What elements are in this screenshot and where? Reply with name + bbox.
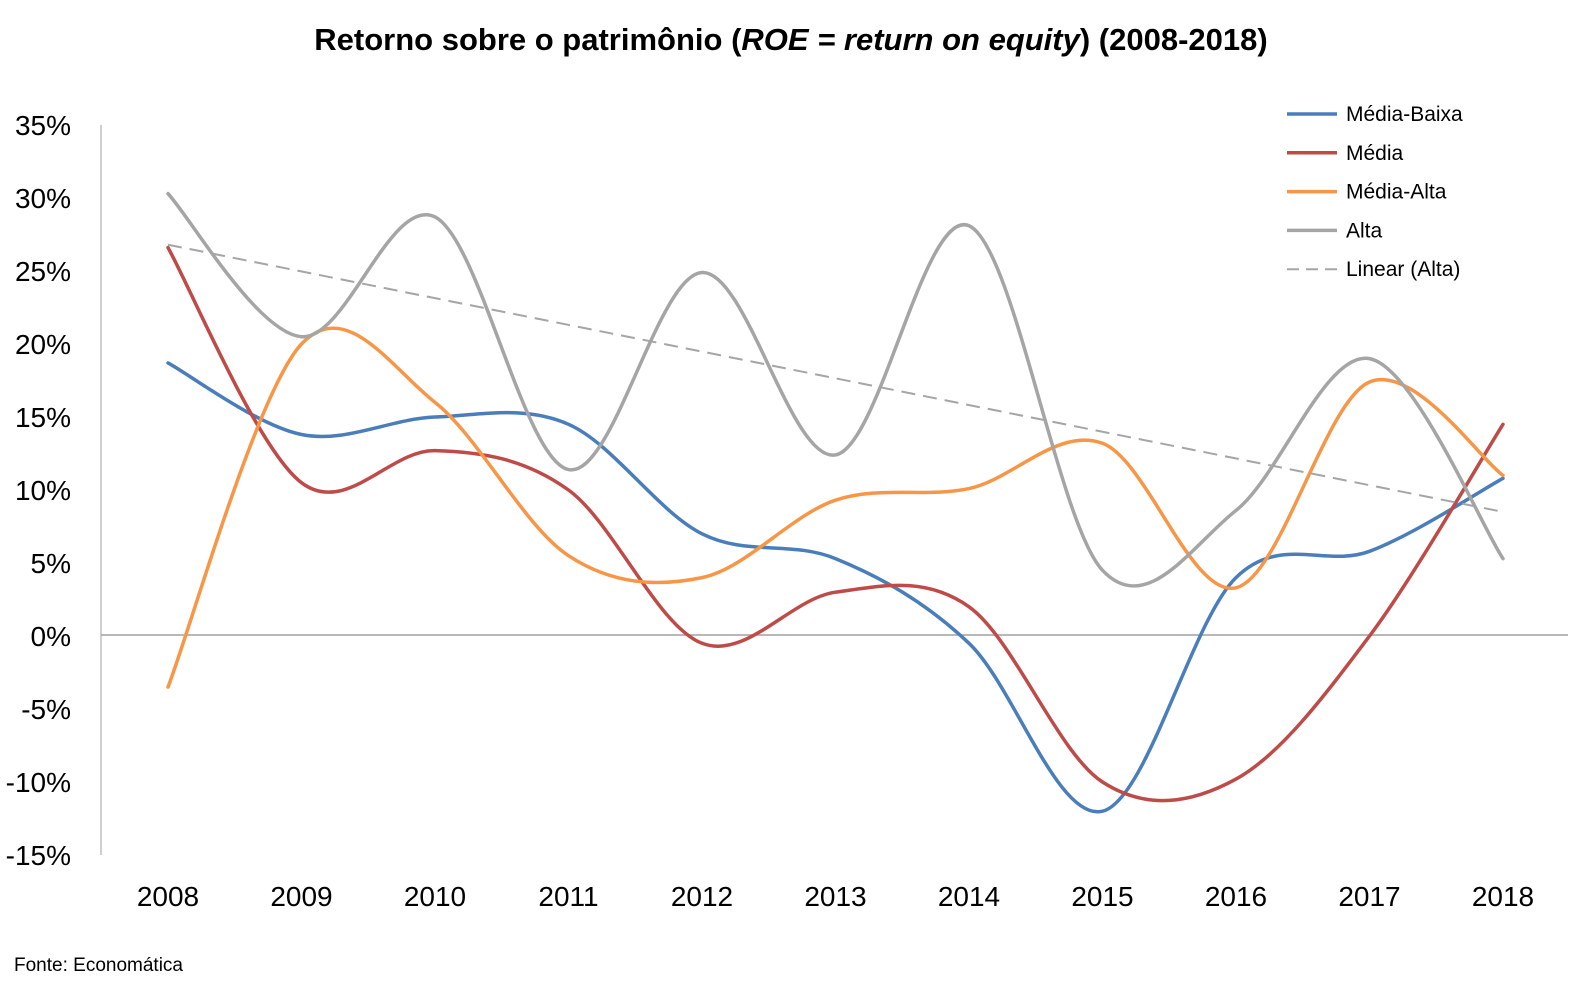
x-tick-label: 2015	[1071, 881, 1133, 912]
x-tick-label: 2011	[538, 881, 598, 912]
legend-label: Linear (Alta)	[1346, 258, 1460, 281]
series-line-1	[166, 361, 1505, 814]
y-tick-label: 15%	[15, 402, 71, 433]
source-note: Fonte: Economática	[14, 955, 183, 976]
legend-label: Média-Baixa	[1346, 103, 1463, 126]
trendline	[167, 243, 1504, 513]
series-line-2	[166, 245, 1505, 803]
x-tick-label: 2012	[671, 881, 733, 912]
x-tick-label: 2013	[804, 881, 866, 912]
x-tick-label: 2009	[270, 881, 332, 912]
y-tick-label: -5%	[21, 694, 71, 725]
legend-label: Alta	[1346, 219, 1383, 242]
x-tick-label: 2010	[404, 881, 466, 912]
x-tick-label: 2018	[1472, 881, 1534, 912]
legend: Média-Baixa Média Média-Alta Alta Linear (Al…	[1287, 103, 1463, 281]
x-tick-label: 2014	[938, 881, 1000, 912]
y-tick-label: 5%	[31, 548, 71, 579]
legend-label: Média	[1346, 142, 1404, 165]
y-tick-label: 0%	[31, 621, 71, 652]
x-tick-label: 2017	[1338, 881, 1400, 912]
legend-label: Média-Alta	[1346, 181, 1447, 204]
y-tick-labels: 35% 30% 25% 20% 15% 10% 5% 0% -5% -10% -15%	[6, 110, 71, 871]
series-lines	[166, 191, 1505, 814]
series-line-4	[166, 191, 1505, 588]
y-tick-label: 20%	[15, 329, 71, 360]
x-tick-labels: 2008 2009 2010 2011 2012 2013 2014 2015 2016 2017…	[137, 881, 1534, 912]
series-line-3	[166, 326, 1505, 689]
x-tick-label: 2016	[1205, 881, 1267, 912]
y-tick-label: -15%	[6, 840, 71, 871]
chart-title: Retorno sobre o patrimônio (ROE = return…	[314, 22, 1267, 57]
y-tick-label: 10%	[15, 475, 71, 506]
y-tick-label: 25%	[15, 256, 71, 287]
y-tick-label: -10%	[6, 767, 71, 798]
y-tick-label: 30%	[15, 183, 71, 214]
x-tick-label: 2008	[137, 881, 199, 912]
y-tick-label: 35%	[15, 110, 71, 141]
